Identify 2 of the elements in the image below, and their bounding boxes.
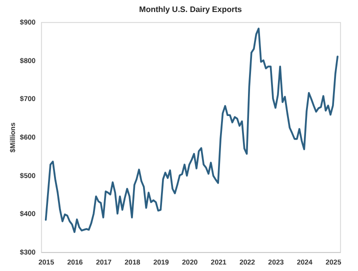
line-series (44, 28, 338, 233)
chart-title: Monthly U.S. Dairy Exports (139, 5, 242, 14)
